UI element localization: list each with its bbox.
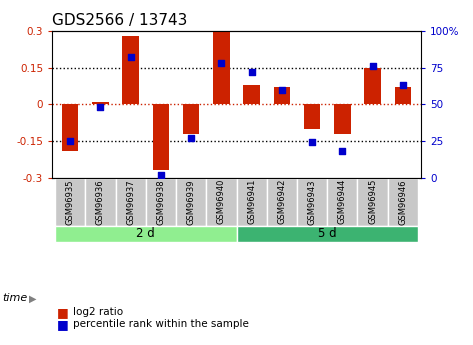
Point	[157, 172, 165, 177]
Bar	[146, 178, 176, 226]
Point	[218, 60, 225, 66]
Text: ▶: ▶	[29, 294, 37, 303]
Bar	[358, 178, 388, 226]
Text: GSM96943: GSM96943	[307, 179, 316, 225]
Point	[96, 105, 104, 110]
Point	[308, 140, 316, 145]
Text: GSM96937: GSM96937	[126, 179, 135, 225]
Text: GSM96945: GSM96945	[368, 179, 377, 224]
Bar	[236, 178, 267, 226]
Text: GSM96944: GSM96944	[338, 179, 347, 224]
Bar	[327, 178, 358, 226]
Text: GDS2566 / 13743: GDS2566 / 13743	[52, 13, 187, 29]
Point	[278, 87, 286, 92]
Text: GSM96941: GSM96941	[247, 179, 256, 224]
Text: GSM96939: GSM96939	[187, 179, 196, 225]
Bar	[176, 178, 206, 226]
Text: GSM96935: GSM96935	[66, 179, 75, 225]
Bar	[183, 104, 200, 134]
Bar	[394, 87, 411, 104]
Text: GSM96946: GSM96946	[398, 179, 407, 225]
Bar	[304, 104, 320, 129]
Text: percentile rank within the sample: percentile rank within the sample	[73, 319, 249, 329]
Bar	[115, 178, 146, 226]
Point	[127, 55, 134, 60]
Text: ■: ■	[57, 306, 69, 319]
Text: GSM96938: GSM96938	[157, 179, 166, 225]
Bar	[236, 226, 418, 241]
Bar	[55, 226, 236, 241]
Bar	[334, 104, 350, 134]
Text: 2 d: 2 d	[136, 227, 155, 240]
Point	[339, 148, 346, 154]
Text: GSM96936: GSM96936	[96, 179, 105, 225]
Text: 5 d: 5 d	[318, 227, 336, 240]
Point	[369, 63, 377, 69]
Text: time: time	[2, 294, 27, 303]
Text: GSM96942: GSM96942	[277, 179, 286, 224]
Bar	[62, 104, 79, 151]
Bar	[55, 178, 85, 226]
Text: ■: ■	[57, 318, 69, 331]
Point	[399, 82, 407, 88]
Bar	[273, 87, 290, 104]
Point	[66, 138, 74, 144]
Bar	[206, 178, 236, 226]
Bar	[92, 102, 109, 104]
Bar	[213, 32, 230, 104]
Point	[248, 69, 255, 75]
Text: log2 ratio: log2 ratio	[73, 307, 123, 317]
Bar	[267, 178, 297, 226]
Bar	[364, 68, 381, 104]
Bar	[153, 104, 169, 170]
Point	[187, 135, 195, 141]
Bar	[243, 85, 260, 104]
Bar	[123, 36, 139, 104]
Bar	[388, 178, 418, 226]
Bar	[297, 178, 327, 226]
Text: GSM96940: GSM96940	[217, 179, 226, 224]
Bar	[85, 178, 115, 226]
